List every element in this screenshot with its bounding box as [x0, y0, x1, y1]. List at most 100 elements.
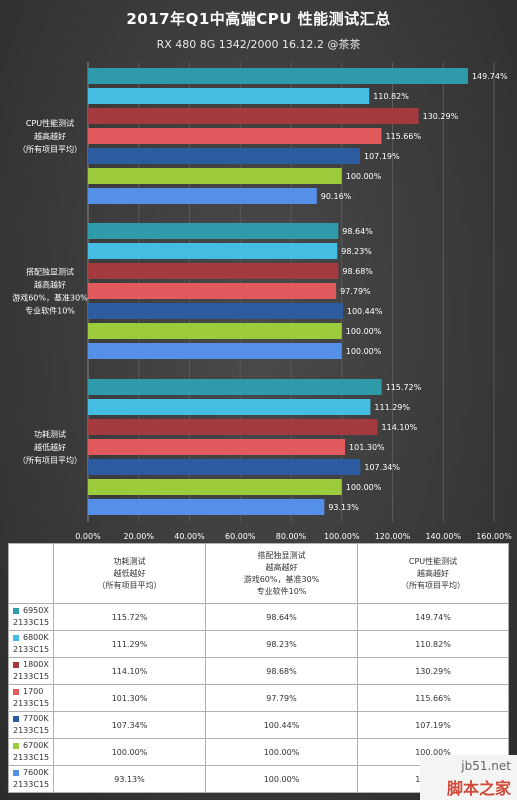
memory-config: 2133C15	[13, 645, 50, 654]
power-value: 111.29%	[53, 630, 206, 658]
x-tick-label: 20.00%	[123, 532, 154, 541]
category-label: 越低越好	[34, 442, 66, 452]
bar	[88, 148, 360, 164]
power-value: 115.72%	[53, 603, 206, 631]
bar	[88, 499, 325, 515]
legend-swatch	[13, 661, 19, 668]
watermark-brand: 脚本之家	[446, 779, 511, 798]
table-corner-cell	[8, 543, 54, 604]
memory-config: 2133C15	[13, 699, 50, 708]
cpu-name: 7600K	[23, 768, 49, 777]
table-row-label: 7700K 2133C15	[8, 711, 54, 739]
bar-value-label: 100.44%	[347, 307, 383, 316]
cpu-name: 6950X	[23, 606, 49, 615]
legend-swatch	[13, 634, 19, 641]
gpu-test-value: 97.79%	[205, 684, 358, 712]
bar	[88, 399, 371, 415]
gpu-test-value: 100.44%	[205, 711, 358, 739]
table-header-line: 专业软件10%	[256, 586, 307, 596]
table-row-label: 6950X 2133C15	[8, 603, 54, 631]
bar-value-label: 98.23%	[341, 247, 372, 256]
bar	[88, 479, 342, 495]
bar	[88, 343, 342, 359]
bar-value-label: 100.00%	[346, 172, 382, 181]
x-tick-label: 60.00%	[225, 532, 256, 541]
bar	[88, 439, 346, 455]
category-label: CPU性能测试	[26, 118, 74, 128]
bar-value-label: 114.10%	[382, 423, 418, 432]
legend-swatch	[13, 769, 19, 776]
table-header-line: （所有项目平均）	[97, 580, 162, 590]
category-label: 越高越好	[34, 280, 66, 290]
x-tick-label: 160.00%	[476, 532, 512, 541]
bar	[88, 459, 361, 475]
chart-title: 2017年Q1中高端CPU 性能测试汇总	[126, 10, 391, 28]
table-header-cpu: CPU性能测试 越高越好 （所有项目平均）	[357, 543, 509, 604]
table-header-line: 越高越好	[265, 562, 298, 572]
memory-config: 2133C15	[13, 753, 50, 762]
category-label: 专业软件10%	[25, 306, 75, 316]
bar-value-label: 107.34%	[364, 463, 400, 472]
table-row-label: 1700 2133C15	[8, 684, 54, 712]
table-header-row: 功耗测试 越低越好 （所有项目平均） 搭配独显测试 越高越好 游戏60%，基准3…	[8, 543, 509, 604]
bar-value-label: 107.19%	[364, 152, 400, 161]
table-header-power: 功耗测试 越低越好 （所有项目平均）	[53, 543, 206, 604]
table-row-label: 7600K 2133C15	[8, 765, 54, 793]
bar	[88, 128, 382, 144]
bar-value-label: 100.00%	[346, 327, 382, 336]
table-row: 1800X 2133C15 114.10% 98.68% 130.29%	[8, 657, 509, 685]
memory-config: 2133C15	[13, 780, 50, 789]
table-row-label: 1800X 2133C15	[8, 657, 54, 685]
table-header-line: 功耗测试	[113, 556, 146, 566]
gpu-test-value: 98.68%	[205, 657, 358, 685]
table-row: 6950X 2133C15 115.72% 98.64% 149.74%	[8, 603, 509, 631]
bar	[88, 419, 378, 435]
x-tick-label: 0.00%	[75, 532, 101, 541]
bar	[88, 223, 339, 239]
gpu-test-value: 98.23%	[205, 630, 358, 658]
bar	[88, 68, 468, 84]
memory-config: 2133C15	[13, 726, 50, 735]
bar	[88, 243, 338, 259]
category-label: 游戏60%，基准30%	[12, 293, 88, 303]
x-tick-label: 80.00%	[276, 532, 307, 541]
cpu-name: 6800K	[23, 633, 49, 642]
bar	[88, 303, 343, 319]
cpu-test-value: 107.19%	[357, 711, 509, 739]
bar-value-label: 111.29%	[374, 403, 410, 412]
cpu-test-value: 115.66%	[357, 684, 509, 712]
cpu-test-value: 149.74%	[357, 603, 509, 631]
table-row-label: 6800K 2133C15	[8, 630, 54, 658]
category-label: 越高越好	[34, 131, 66, 141]
bar	[88, 168, 342, 184]
cpu-test-value: 130.29%	[357, 657, 509, 685]
bar	[88, 108, 419, 124]
gpu-test-value: 100.00%	[205, 738, 358, 766]
table-header-line: （所有项目平均）	[401, 580, 465, 590]
x-tick-label: 40.00%	[174, 532, 205, 541]
cpu-name: 1700	[23, 687, 44, 696]
power-value: 100.00%	[53, 738, 206, 766]
bar-value-label: 98.64%	[342, 227, 373, 236]
bar	[88, 88, 370, 104]
bar-value-label: 101.30%	[349, 443, 385, 452]
table-header-line: 搭配独显测试	[257, 550, 306, 560]
memory-config: 2133C15	[13, 672, 50, 681]
power-value: 114.10%	[53, 657, 206, 685]
category-label: （所有项目平均）	[18, 144, 82, 154]
bar-value-label: 90.16%	[321, 192, 352, 201]
bar-value-label: 100.00%	[346, 347, 382, 356]
table-header-line: 越低越好	[113, 568, 146, 578]
legend-swatch	[13, 688, 19, 695]
table-header-line: 游戏60%，基准30%	[243, 574, 320, 584]
table-header-gpu: 搭配独显测试 越高越好 游戏60%，基准30% 专业软件10%	[205, 543, 358, 604]
category-label: （所有项目平均）	[18, 455, 82, 465]
bar-value-label: 93.13%	[328, 503, 359, 512]
watermark-site: jb51.net	[461, 759, 511, 773]
bar-value-label: 97.79%	[340, 287, 371, 296]
bar-value-label: 130.29%	[423, 112, 459, 121]
cpu-test-value: 110.82%	[357, 630, 509, 658]
chart-subtitle: RX 480 8G 1342/2000 16.12.2 @茶茶	[156, 38, 361, 51]
memory-config: 2133C15	[13, 618, 50, 627]
bar	[88, 188, 317, 204]
